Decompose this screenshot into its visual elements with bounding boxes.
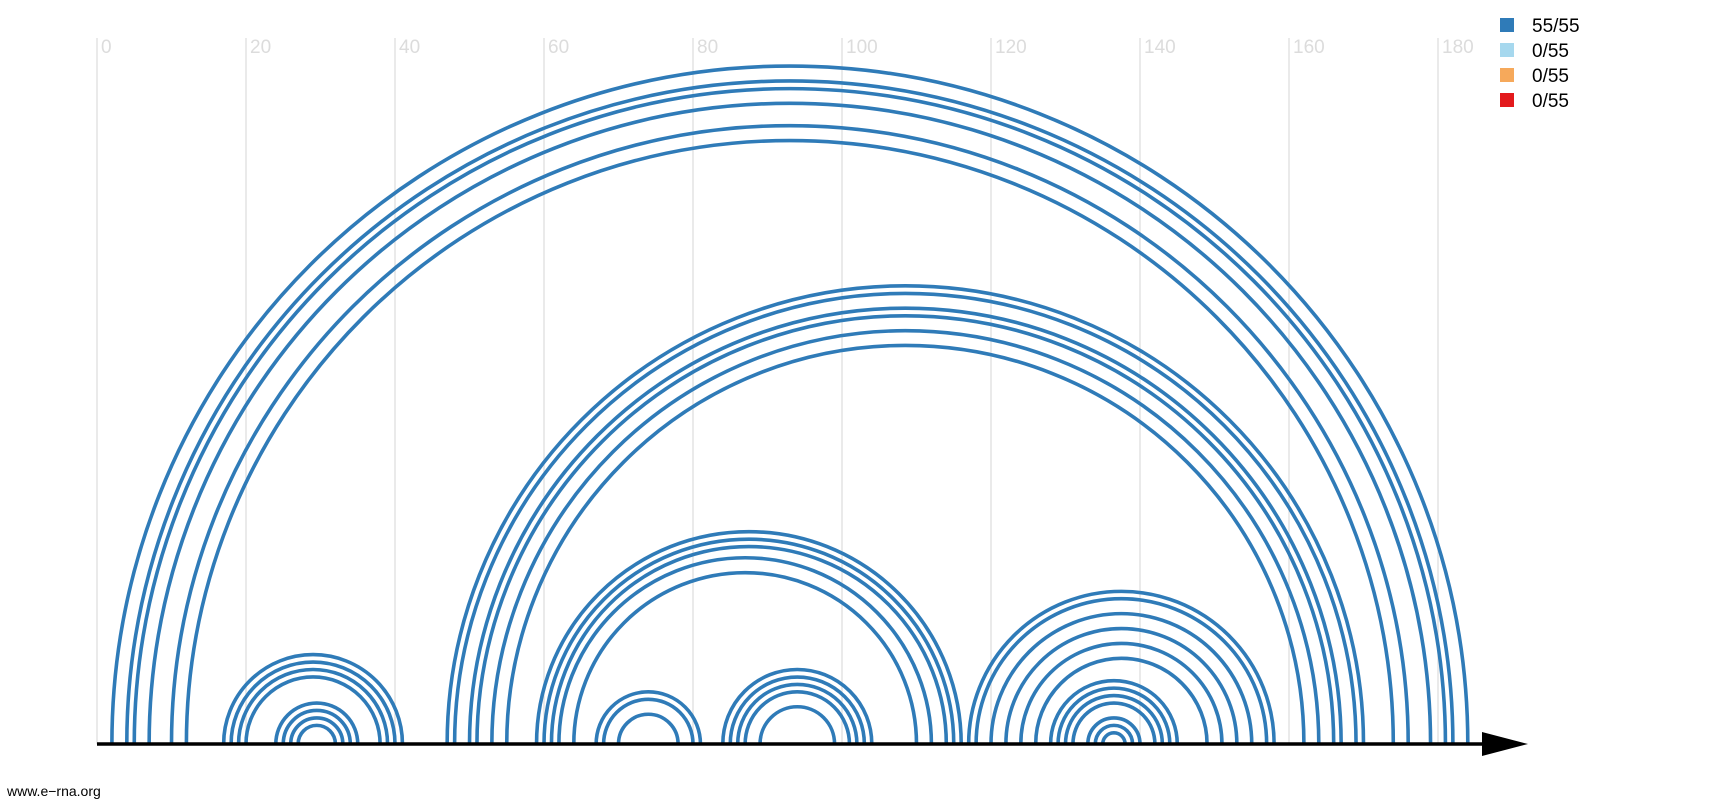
footer-url: www.e−rna.org xyxy=(7,783,101,799)
base-pair-arc xyxy=(452,291,1358,745)
base-pair-arc xyxy=(557,555,934,745)
legend-swatch xyxy=(1500,43,1514,57)
base-pair-arc xyxy=(1033,656,1209,745)
base-pair-arc xyxy=(1063,693,1165,745)
base-pair-arc xyxy=(229,660,397,745)
legend-swatch xyxy=(1500,18,1514,32)
legend-swatch xyxy=(1500,68,1514,82)
x-tick-label: 0 xyxy=(101,37,112,58)
base-pair-arc xyxy=(989,611,1254,745)
base-pair-arc xyxy=(743,690,852,745)
base-pair-arc xyxy=(1071,701,1157,745)
x-tick-label: 80 xyxy=(697,37,718,58)
base-pair-arc xyxy=(169,123,1410,745)
base-pair-arc xyxy=(236,667,390,745)
base-pair-arc xyxy=(728,675,867,745)
base-pair-arc xyxy=(594,690,703,745)
sequence-axis xyxy=(97,732,1528,756)
x-tick-label: 160 xyxy=(1293,37,1325,58)
base-pair-arc xyxy=(467,306,1343,745)
base-pair-arc xyxy=(1056,686,1172,745)
base-pair-arc xyxy=(542,537,956,745)
x-tick-label: 100 xyxy=(846,37,878,58)
x-tick-label: 140 xyxy=(1144,37,1176,58)
base-pair-arc xyxy=(721,667,874,745)
legend-label: 0/55 xyxy=(1532,66,1569,87)
base-pair-arc xyxy=(1048,678,1180,745)
legend-label: 0/55 xyxy=(1532,91,1569,112)
base-pair-arc xyxy=(274,701,360,745)
x-tick-label: 40 xyxy=(399,37,420,58)
base-pair-arc xyxy=(1019,641,1224,745)
base-pair-arc xyxy=(125,79,1455,745)
base-pair-arc xyxy=(281,708,353,745)
base-pair-arc xyxy=(1100,731,1127,745)
arcs xyxy=(110,64,1470,745)
base-pair-arc xyxy=(110,64,1470,745)
base-pair-arc xyxy=(184,138,1396,745)
base-pair-arc xyxy=(974,596,1269,745)
base-pair-arc xyxy=(490,328,1321,745)
base-pair-arc xyxy=(288,716,345,745)
base-pair-arc xyxy=(1093,723,1135,745)
base-pair-arc xyxy=(147,101,1433,745)
base-pair-arc xyxy=(735,682,859,745)
base-pair-arc xyxy=(504,343,1306,745)
x-tick-label: 20 xyxy=(250,37,271,58)
base-pair-arc xyxy=(572,570,919,745)
base-pair-arc xyxy=(244,675,382,745)
x-tick-label: 180 xyxy=(1442,37,1474,58)
base-pair-arc xyxy=(1086,716,1142,745)
base-pair-arc xyxy=(445,284,1366,745)
x-tick-label: 120 xyxy=(995,37,1027,58)
base-pair-arc xyxy=(616,712,680,745)
base-pair-arc xyxy=(296,723,338,745)
legend-label: 0/55 xyxy=(1532,41,1569,62)
legend-label: 55/55 xyxy=(1532,16,1580,37)
base-pair-arc xyxy=(534,529,963,745)
axis-arrowhead xyxy=(1482,732,1528,756)
base-pair-arc xyxy=(221,652,405,745)
base-pair-arc xyxy=(132,86,1448,745)
legend-swatch xyxy=(1500,93,1514,107)
base-pair-arc xyxy=(1004,626,1239,745)
legend: 55/55 0/55 0/55 0/55 xyxy=(1500,16,1580,112)
base-pair-arc xyxy=(601,697,695,745)
base-pair-arc xyxy=(758,704,837,745)
x-tick-label: 60 xyxy=(548,37,569,58)
base-pair-arc xyxy=(475,313,1336,745)
x-tick-labels: 0 20 40 60 80 100 120 140 160 180 xyxy=(101,37,1474,58)
base-pair-arc xyxy=(549,544,949,745)
base-pair-arc xyxy=(966,589,1276,745)
